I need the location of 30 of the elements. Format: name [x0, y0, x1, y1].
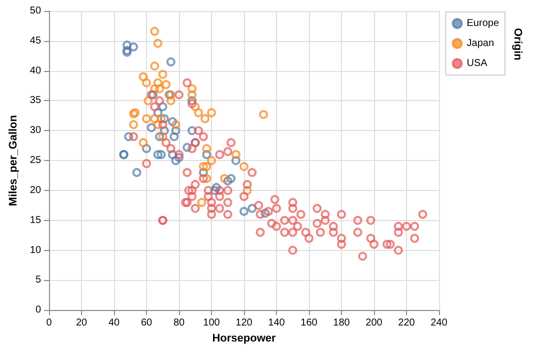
x-tick-label: 20	[76, 318, 88, 329]
y-tick-label: 0	[35, 304, 42, 316]
x-tick-label: 60	[140, 318, 153, 329]
legend-label: USA	[466, 58, 488, 69]
y-tick-label: 15	[30, 214, 42, 226]
x-tick-label: 180	[333, 318, 350, 329]
x-tick-label: 120	[236, 318, 253, 329]
x-tick-label: 160	[300, 318, 318, 329]
x-axis-title: Horsepower	[212, 332, 277, 344]
x-tick-label: 80	[173, 318, 186, 329]
x-tick-label: 140	[268, 318, 286, 329]
y-tick-label: 10	[30, 244, 42, 256]
y-tick-label: 40	[30, 65, 42, 76]
y-tick-label: 45	[30, 35, 42, 46]
y-tick-label: 50	[30, 6, 42, 16]
y-tick-label: 35	[30, 95, 42, 106]
x-tick-label: 240	[430, 318, 448, 329]
y-tick-label: 25	[30, 155, 42, 166]
legend-label: Japan	[466, 38, 494, 49]
y-tick-label: 5	[35, 274, 42, 286]
legend-title: Origin	[512, 28, 524, 61]
x-tick-label: 100	[203, 318, 220, 329]
x-tick-label: 220	[398, 318, 416, 329]
x-tick-label: 40	[108, 318, 120, 329]
x-tick-label: 200	[366, 318, 383, 329]
legend-label: Europe	[466, 18, 500, 29]
x-tick-label: 0	[46, 318, 52, 329]
y-axis-title: Miles_per_Gallon	[8, 114, 20, 206]
y-tick-label: 30	[30, 125, 42, 136]
y-tick-label: 20	[30, 184, 42, 196]
